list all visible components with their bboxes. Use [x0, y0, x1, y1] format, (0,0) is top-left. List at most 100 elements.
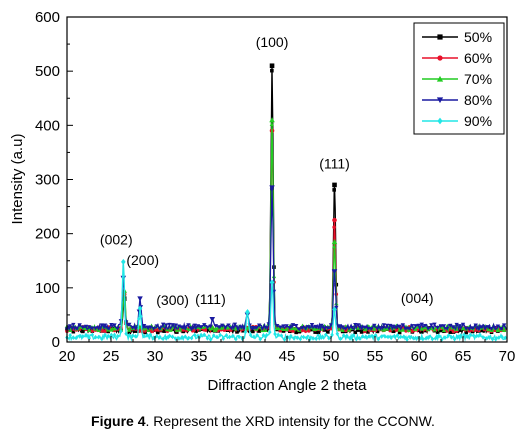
data-point [239, 325, 244, 330]
data-point [343, 326, 348, 331]
data-point [354, 336, 359, 342]
data-point [71, 329, 76, 334]
data-point [448, 323, 453, 328]
data-point [490, 336, 495, 342]
data-point [387, 323, 393, 328]
data-point [274, 326, 280, 331]
data-point [340, 325, 345, 330]
data-point [351, 333, 355, 338]
data-point [375, 329, 380, 334]
data-point [199, 332, 203, 338]
data-point [400, 327, 405, 332]
legend-marker [436, 75, 444, 82]
data-point [212, 328, 217, 333]
peak-annotation: (004) [401, 290, 434, 306]
data-point [130, 333, 135, 339]
data-point [372, 326, 377, 331]
peak-point [332, 306, 337, 313]
data-point [270, 68, 274, 73]
data-point [429, 323, 434, 328]
data-point [74, 335, 79, 340]
data-point [341, 333, 346, 338]
data-point [473, 323, 478, 328]
data-point [251, 329, 255, 334]
data-point [414, 336, 419, 342]
x-tick-label: 50 [323, 348, 340, 365]
data-point [416, 323, 421, 328]
data-point [301, 334, 306, 340]
data-point [290, 326, 296, 331]
peak-annotation: (111) [319, 156, 350, 172]
peak-point [331, 269, 338, 275]
data-point [141, 324, 147, 329]
data-point [419, 326, 424, 331]
data-point [202, 323, 207, 328]
data-point [340, 327, 345, 332]
data-point [386, 334, 390, 340]
legend-marker [437, 117, 443, 125]
data-point [137, 316, 141, 322]
data-point [332, 244, 337, 249]
data-point [258, 336, 263, 342]
data-point [83, 324, 89, 329]
data-point [492, 325, 497, 330]
figure-caption: Figure 4. Represent the XRD intensity fo… [0, 413, 526, 429]
data-point [454, 322, 459, 327]
data-point [370, 333, 374, 339]
data-point [100, 336, 104, 342]
data-point [429, 325, 434, 330]
data-point [250, 325, 256, 330]
data-point [194, 329, 198, 333]
figure-caption-text: . Represent the XRD intensity for the CC… [145, 413, 435, 429]
data-point [417, 335, 422, 341]
data-point [237, 334, 241, 340]
data-point [170, 334, 175, 340]
data-point [84, 332, 88, 338]
y-tick-label: 500 [35, 63, 60, 80]
data-point [356, 323, 361, 328]
data-point [376, 336, 381, 342]
data-point [77, 323, 82, 328]
data-point [189, 327, 194, 332]
x-tick-label: 70 [499, 348, 516, 365]
data-point [291, 329, 295, 333]
data-point [179, 325, 185, 330]
data-point [403, 326, 409, 331]
data-point [205, 335, 210, 341]
data-point [309, 322, 315, 327]
data-point [198, 325, 204, 330]
data-point [99, 323, 105, 328]
data-point [209, 326, 214, 331]
data-point [367, 334, 371, 339]
y-axis-title: Intensity (a.u) [9, 134, 26, 225]
data-point [465, 334, 470, 340]
data-point [293, 323, 299, 328]
data-point [96, 326, 101, 331]
data-point [225, 325, 230, 330]
data-point [158, 334, 162, 340]
data-point [468, 332, 473, 338]
data-point [87, 325, 92, 330]
peak-point [331, 239, 338, 245]
x-tick-label: 65 [455, 348, 472, 365]
data-point [157, 326, 163, 331]
data-point [459, 333, 463, 338]
data-point [133, 333, 138, 339]
data-point [432, 322, 437, 327]
data-point [106, 326, 111, 331]
data-point [392, 333, 397, 339]
data-point [215, 334, 219, 340]
data-point [281, 326, 286, 331]
data-point [425, 326, 431, 331]
data-point [486, 325, 491, 330]
peak-point [209, 316, 215, 323]
data-point [192, 332, 197, 338]
legend-label: 60% [464, 50, 492, 66]
data-point [372, 323, 377, 328]
data-point [216, 325, 222, 330]
series-5 [65, 258, 508, 342]
data-point [103, 329, 107, 334]
data-point [471, 333, 476, 338]
data-point [281, 324, 286, 329]
data-point [310, 327, 314, 332]
